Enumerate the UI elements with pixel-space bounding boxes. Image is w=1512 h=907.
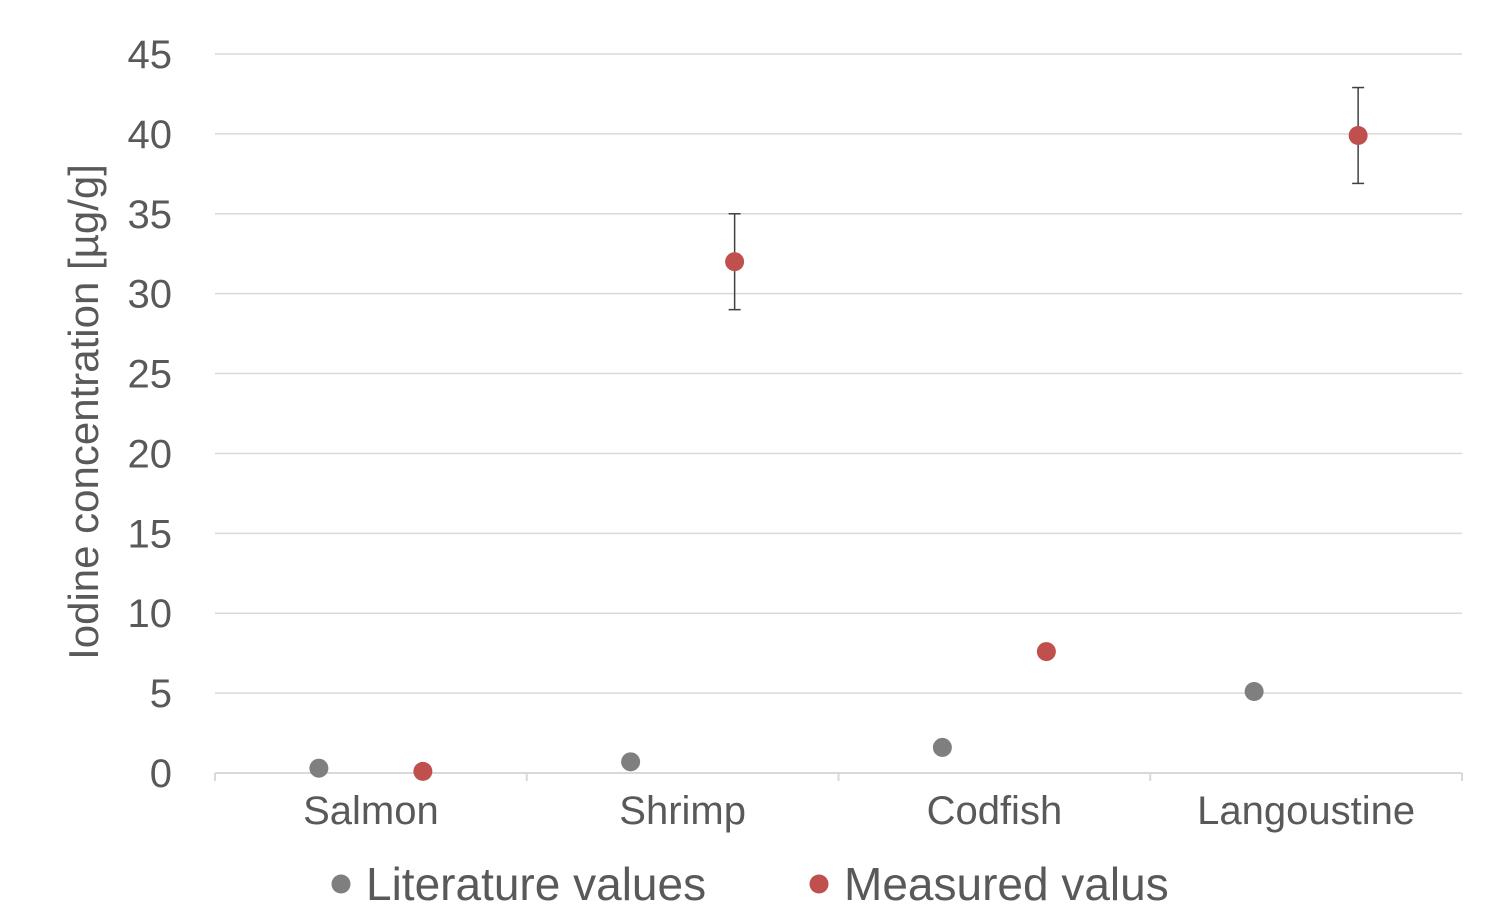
legend: Literature values Measured valus	[331, 858, 1169, 907]
data-point	[621, 752, 641, 772]
legend-label: Literature values	[366, 858, 706, 907]
category-label: Codfish	[927, 789, 1063, 833]
legend-item: Measured valus	[809, 858, 1169, 907]
legend-item: Literature values	[331, 858, 706, 907]
y-tick-label: 30	[128, 273, 173, 317]
data-point	[725, 252, 745, 272]
data-point	[1348, 125, 1368, 145]
y-tick-label: 15	[128, 512, 173, 556]
legend-marker	[331, 874, 351, 894]
y-tick-label: 20	[128, 432, 173, 476]
series-0	[309, 682, 1264, 778]
data-point	[309, 758, 329, 778]
y-tick-label: 25	[128, 353, 173, 397]
y-tick-label: 5	[150, 672, 172, 716]
data-point	[932, 737, 952, 757]
y-axis-title: Iodine concentration [µg/g]	[60, 164, 107, 660]
category-label: Salmon	[303, 789, 439, 833]
y-tick-label: 10	[128, 592, 173, 636]
x-axis	[214, 772, 1463, 781]
data-point	[413, 761, 433, 781]
y-tick-label: 0	[150, 752, 172, 796]
series-1	[413, 86, 1368, 781]
category-labels: Salmon Shrimp Codfish Langoustine	[303, 789, 1415, 833]
data-point	[1036, 642, 1056, 662]
series-points	[309, 86, 1368, 781]
y-tick-label: 35	[128, 193, 173, 237]
category-label: Langoustine	[1197, 789, 1415, 833]
legend-label: Measured valus	[844, 858, 1169, 907]
data-point	[1244, 682, 1264, 702]
gridlines	[215, 53, 1462, 694]
y-tick-labels: 0 5 10 15 20 25 30 35 40 45	[128, 33, 173, 796]
y-tick-label: 40	[128, 113, 173, 157]
legend-marker	[809, 874, 829, 894]
category-label: Shrimp	[619, 789, 746, 833]
y-tick-label: 45	[128, 33, 173, 77]
